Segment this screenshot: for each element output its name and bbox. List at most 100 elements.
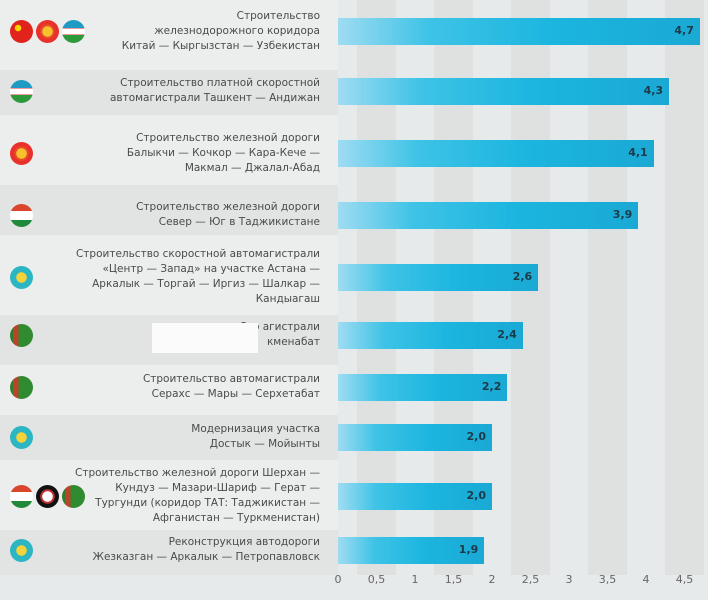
bar: 2,0	[338, 424, 492, 451]
row-band	[0, 70, 338, 115]
category-label: Модернизация участка Достык — Мойынты	[191, 422, 320, 452]
category-label: Строительство скоростной автомагистрали «…	[76, 247, 320, 307]
category-label: Строительство железной дороги Балыкчи — К…	[127, 131, 320, 176]
bar: 3,9	[338, 202, 639, 229]
bar: 2,2	[338, 374, 508, 401]
category-label: Стр агистрали кменабат	[239, 320, 320, 350]
x-tick-label: 3,5	[598, 573, 617, 586]
bar: 2,0	[338, 483, 492, 510]
category-label-line: железнодорожного коридора	[154, 24, 320, 37]
tajikistan-flag-icon	[10, 485, 33, 508]
category-label-line: Стр агистрали	[239, 321, 320, 333]
category-label: Строительство платной скоростной автомаги…	[110, 76, 320, 106]
category-label-line: Строительство автомагистрали	[142, 373, 320, 385]
flag-group	[10, 426, 33, 449]
turkmenistan-flag-icon	[10, 324, 33, 347]
grid-stripe	[665, 0, 704, 575]
afghanistan-flag-icon	[36, 485, 59, 508]
category-label-line: Строительство железной дороги	[136, 201, 320, 213]
category-label-line: Строительство железной дороги Шерхан —	[75, 467, 320, 479]
x-tick-label: 4	[642, 573, 650, 586]
category-label-line: Аркалык — Торгай — Иргиз — Шалкар —	[92, 278, 320, 290]
category-label-line: «Центр — Запад» на участке Астана —	[102, 263, 320, 275]
category-label-line: кменабат	[266, 336, 320, 348]
bar-value-label: 3,9	[612, 208, 633, 221]
bar: 2,4	[338, 322, 523, 349]
category-label-line: Балыкчи — Кочкор — Кара-Кече —	[126, 146, 320, 159]
category-label: Строительство автомагистрали Серахс — Мар…	[143, 372, 320, 402]
bar-value-label: 4,7	[674, 24, 694, 37]
turkmenistan-flag-icon	[62, 485, 85, 508]
bar-value-label: 1,9	[458, 543, 479, 556]
kyrgyzstan-flag-icon	[10, 142, 33, 165]
bar: 4,7	[338, 18, 700, 45]
flag-group	[10, 80, 33, 103]
kazakhstan-flag-icon	[10, 266, 33, 289]
x-tick-label: 2,5	[521, 573, 540, 586]
flag-group	[10, 142, 33, 165]
uzbekistan-flag-icon	[10, 80, 33, 103]
category-label-line: Строительство	[236, 9, 320, 22]
category-label-line: автомагистрали Ташкент — Андижан	[109, 92, 320, 104]
row-band	[0, 235, 338, 315]
category-label-line: Китай — Кыргызстан — Узбекистан	[121, 39, 320, 52]
x-tick-label: 1	[411, 573, 419, 586]
category-label-line: Макмал — Джалал-Абад	[184, 161, 320, 174]
category-label-line: Строительство платной скоростной	[120, 77, 320, 89]
x-tick-label: 1,5	[444, 573, 463, 586]
kazakhstan-flag-icon	[10, 426, 33, 449]
category-label: Реконструкция автодороги Жезказган — Арка…	[93, 535, 320, 565]
kyrgyzstan-flag-icon	[36, 20, 59, 43]
flag-group	[10, 266, 33, 289]
category-label: Строительство железнодорожного коридора Ки…	[122, 9, 320, 54]
row-band	[0, 530, 338, 575]
flag-group	[10, 204, 33, 227]
category-label-line: Кундуз — Мазари-Шариф — Герат —	[115, 482, 320, 494]
category-label-line: Модернизация участка	[191, 423, 320, 435]
category-label-line: Строительство железной дороги	[136, 131, 320, 144]
tajikistan-flag-icon	[10, 204, 33, 227]
x-tick-label: 3	[565, 573, 573, 586]
x-tick-label: 0	[334, 573, 342, 586]
bar-value-label: 2,0	[466, 430, 487, 443]
category-label-line: Достык — Мойынты	[209, 438, 320, 450]
bar-value-label: 2,4	[497, 328, 517, 341]
category-label-line: Афганистан — Туркменистан)	[152, 512, 320, 524]
flag-group	[10, 539, 33, 562]
category-label-line: Тургунди (коридор ТАТ: Таджикистан —	[95, 497, 320, 509]
row-band	[0, 415, 338, 460]
china-flag-icon	[10, 20, 33, 43]
row-band	[0, 115, 338, 185]
category-label-line: Серахс — Мары — Серхетабат	[151, 388, 320, 400]
category-label: Строительство железной дороги Север — Юг …	[136, 200, 320, 230]
x-tick-label: 2	[488, 573, 496, 586]
bar: 2,6	[338, 264, 539, 291]
category-label-line: Реконструкция автодороги	[168, 536, 320, 548]
category-label-line: Кандыагаш	[255, 293, 320, 305]
flag-group	[10, 20, 85, 43]
category-label-line: Жезказган — Аркалык — Петропавловск	[92, 551, 320, 563]
bar: 1,9	[338, 537, 485, 564]
bar-value-label: 4,1	[628, 146, 648, 159]
redaction-box	[152, 323, 258, 353]
bar: 4,3	[338, 78, 670, 105]
kazakhstan-flag-icon	[10, 539, 33, 562]
row-band	[0, 185, 338, 235]
flag-group	[10, 324, 33, 347]
bar-value-label: 2,2	[481, 380, 502, 393]
bar-value-label: 2,0	[466, 489, 487, 502]
x-tick-label: 4,5	[675, 573, 694, 586]
turkmenistan-flag-icon	[10, 376, 33, 399]
flag-group	[10, 376, 33, 399]
bar-value-label: 2,6	[512, 270, 533, 283]
x-tick-label: 0,5	[367, 573, 386, 586]
category-label-line: Строительство скоростной автомагистрали	[75, 248, 320, 260]
category-label: Строительство железной дороги Шерхан — Ку…	[75, 466, 320, 526]
flag-group	[10, 485, 85, 508]
bar: 4,1	[338, 140, 654, 167]
bar-value-label: 4,3	[643, 84, 664, 97]
category-label-line: Север — Юг в Таджикистане	[158, 216, 320, 228]
uzbekistan-flag-icon	[62, 20, 85, 43]
row-band	[0, 365, 338, 415]
